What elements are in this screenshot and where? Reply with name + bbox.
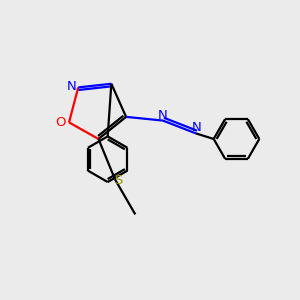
Text: N: N <box>157 109 167 122</box>
Text: O: O <box>56 116 66 129</box>
Text: S: S <box>114 174 122 187</box>
Text: N: N <box>67 80 76 93</box>
Text: N: N <box>192 122 202 134</box>
